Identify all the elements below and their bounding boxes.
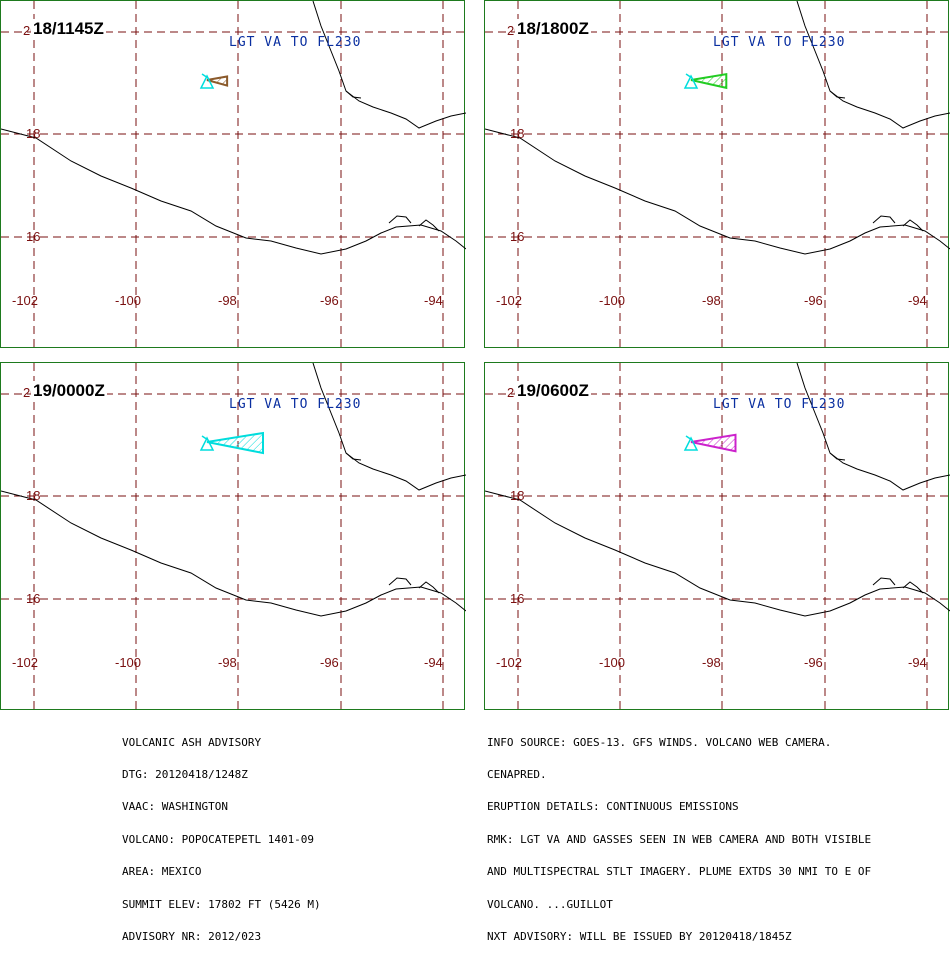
volcano-triangle-icon bbox=[683, 436, 699, 451]
longitude-label: -96 bbox=[804, 293, 823, 308]
lagoon-outline bbox=[388, 215, 412, 224]
latitude-label: 18 bbox=[26, 126, 41, 141]
longitude-label: -102 bbox=[496, 293, 523, 308]
pacific-coastline bbox=[1, 128, 466, 255]
map-canvas bbox=[485, 363, 950, 711]
latitude-label: 16 bbox=[510, 591, 525, 606]
longitude-label: -96 bbox=[320, 293, 339, 308]
info-source: INFO SOURCE: GOES-13. GFS WINDS. VOLCANO… bbox=[487, 735, 832, 749]
latitude-label: 16 bbox=[510, 229, 525, 244]
info-eruption: ERUPTION DETAILS: CONTINUOUS EMISSIONS bbox=[487, 800, 739, 814]
longitude-label: -94 bbox=[424, 655, 443, 670]
volcano-triangle-icon bbox=[685, 435, 693, 441]
gulf-coastline bbox=[312, 363, 466, 491]
longitude-label: -100 bbox=[115, 293, 142, 308]
lagoon-outline bbox=[388, 577, 412, 586]
lagoon-outline bbox=[829, 452, 846, 461]
lagoon-outline bbox=[345, 452, 362, 461]
ash-level-note: LGT VA TO FL230 bbox=[713, 35, 846, 50]
longitude-label: -96 bbox=[320, 655, 339, 670]
info-remark-1: RMK: LGT VA AND GASSES SEEN IN WEB CAMER… bbox=[487, 832, 872, 846]
longitude-label: -98 bbox=[702, 655, 721, 670]
volcano-triangle-icon bbox=[201, 435, 209, 441]
advisory-block: VOLCANIC ASH ADVISORY DTG: 20120418/1248… bbox=[122, 716, 321, 954]
lagoon-outline bbox=[418, 219, 440, 232]
lagoon-outline bbox=[872, 215, 896, 224]
lagoon-outline bbox=[902, 219, 924, 232]
volcano-triangle-icon bbox=[199, 74, 215, 89]
ash-level-note: LGT VA TO FL230 bbox=[229, 397, 362, 412]
longitude-label: -98 bbox=[702, 293, 721, 308]
longitude-label: -100 bbox=[115, 655, 142, 670]
longitude-label: -98 bbox=[218, 293, 237, 308]
lagoon-outline bbox=[872, 577, 896, 586]
longitude-label: -94 bbox=[424, 293, 443, 308]
advisory-summit: SUMMIT ELEV: 17802 FT (5426 M) bbox=[122, 897, 321, 911]
ash-level-note: LGT VA TO FL230 bbox=[713, 397, 846, 412]
volcano-triangle-icon bbox=[683, 74, 699, 89]
latitude-label: 16 bbox=[26, 591, 41, 606]
info-remark-3: VOLCANO. ...GUILLOT bbox=[487, 897, 613, 911]
ash-plume-polygon bbox=[690, 72, 728, 90]
volcano-triangle-icon bbox=[199, 436, 215, 451]
info-block: INFO SOURCE: GOES-13. GFS WINDS. VOLCANO… bbox=[487, 716, 871, 954]
latitude-label: 18 bbox=[510, 488, 525, 503]
longitude-label: -96 bbox=[804, 655, 823, 670]
longitude-label: -100 bbox=[599, 655, 626, 670]
latitude-label: 16 bbox=[26, 229, 41, 244]
map-canvas bbox=[1, 363, 466, 711]
ash-level-note: LGT VA TO FL230 bbox=[229, 35, 362, 50]
pacific-coastline bbox=[485, 490, 950, 617]
latitude-label: 18 bbox=[510, 126, 525, 141]
ash-plume-polygon bbox=[206, 431, 264, 455]
latitude-label: 18 bbox=[26, 488, 41, 503]
advisory-title: VOLCANIC ASH ADVISORY bbox=[122, 735, 262, 749]
advisory-area: AREA: MEXICO bbox=[122, 865, 202, 879]
longitude-label: -94 bbox=[908, 293, 927, 308]
lagoon-outline bbox=[345, 90, 362, 99]
map-canvas bbox=[485, 1, 950, 349]
ash-plume-polygon bbox=[690, 433, 737, 453]
valid-time-label: 19/0000Z bbox=[31, 381, 107, 401]
longitude-label: -94 bbox=[908, 655, 927, 670]
longitude-label: -102 bbox=[12, 655, 39, 670]
info-source-2: CENAPRED. bbox=[487, 767, 547, 781]
ash-plume-polygon bbox=[206, 75, 229, 87]
map-canvas bbox=[1, 1, 466, 349]
gulf-coastline bbox=[796, 363, 950, 491]
longitude-label: -102 bbox=[496, 655, 523, 670]
pacific-coastline bbox=[1, 490, 466, 617]
lagoon-outline bbox=[829, 90, 846, 99]
longitude-label: -98 bbox=[218, 655, 237, 670]
longitude-label: -102 bbox=[12, 293, 39, 308]
lagoon-outline bbox=[418, 581, 440, 594]
advisory-dtg: DTG: 20120418/1248Z bbox=[122, 767, 248, 781]
valid-time-label: 18/1800Z bbox=[515, 19, 591, 39]
volcano-triangle-icon bbox=[201, 73, 209, 79]
longitude-label: -100 bbox=[599, 293, 626, 308]
valid-time-label: 19/0600Z bbox=[515, 381, 591, 401]
advisory-number: ADVISORY NR: 2012/023 bbox=[122, 929, 262, 943]
lagoon-outline bbox=[902, 581, 924, 594]
valid-time-label: 18/1145Z bbox=[31, 19, 106, 39]
gulf-coastline bbox=[312, 1, 466, 129]
volcano-triangle-icon bbox=[685, 73, 693, 79]
advisory-volcano: VOLCANO: POPOCATEPETL 1401-09 bbox=[122, 832, 315, 846]
info-next-advisory: NXT ADVISORY: WILL BE ISSUED BY 20120418… bbox=[487, 929, 792, 943]
gulf-coastline bbox=[796, 1, 950, 129]
info-remark-2: AND MULTISPECTRAL STLT IMAGERY. PLUME EX… bbox=[487, 865, 872, 879]
advisory-vaac: VAAC: WASHINGTON bbox=[122, 800, 228, 814]
pacific-coastline bbox=[485, 128, 950, 255]
